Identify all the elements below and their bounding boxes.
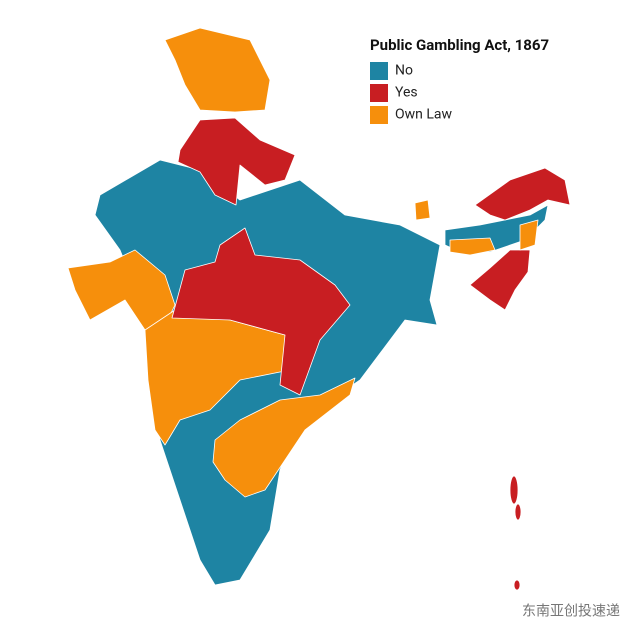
region	[514, 503, 522, 521]
regions	[67, 27, 571, 591]
region	[449, 237, 496, 256]
region	[177, 117, 296, 206]
region	[513, 579, 521, 591]
region	[164, 27, 271, 113]
region	[509, 475, 519, 505]
region	[414, 199, 431, 221]
legend-swatch	[370, 106, 388, 124]
legend-label: Own Law	[395, 107, 453, 123]
legend-swatch	[370, 62, 388, 80]
legend: No Yes Own Law	[370, 62, 453, 124]
region	[469, 249, 531, 311]
legend-swatch	[370, 84, 388, 102]
region	[474, 167, 571, 221]
legend-label: Yes	[395, 85, 418, 101]
region	[171, 227, 351, 396]
region	[212, 377, 356, 498]
region	[519, 219, 539, 251]
legend-title: Public Gambling Act, 1867	[370, 36, 549, 54]
watermark: 东南亚创投速递	[522, 604, 620, 620]
legend-label: No	[395, 63, 413, 79]
